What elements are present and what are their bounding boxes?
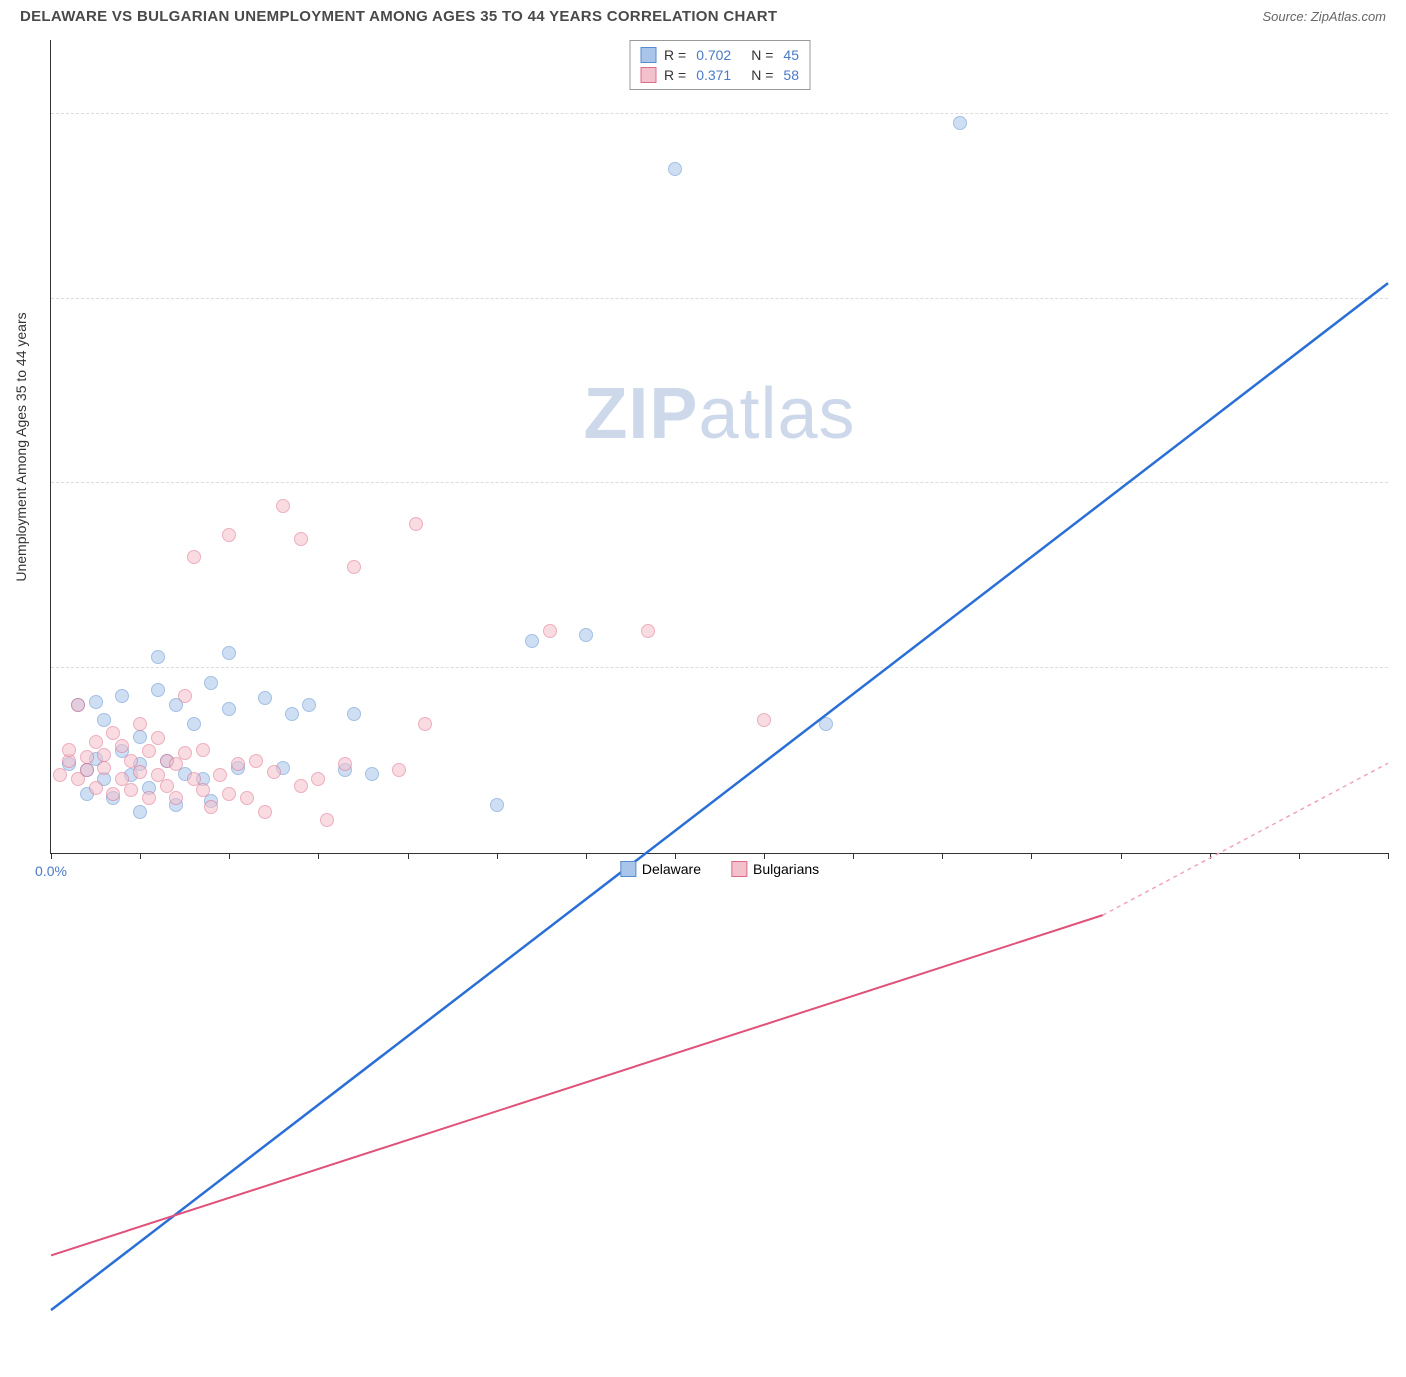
legend-row: R = 0.371 N = 58	[640, 65, 799, 85]
legend-n-value: 58	[783, 67, 799, 83]
legend-swatch	[640, 67, 656, 83]
legend-row: R = 0.702 N = 45	[640, 45, 799, 65]
series-name: Bulgarians	[753, 861, 819, 877]
legend-swatch	[731, 861, 747, 877]
legend-r-value: 0.371	[696, 67, 731, 83]
legend-swatch	[640, 47, 656, 63]
series-name: Delaware	[642, 861, 701, 877]
legend-swatch	[620, 861, 636, 877]
series-legend: Delaware Bulgarians	[620, 859, 819, 879]
chart-area: Unemployment Among Ages 35 to 44 years Z…	[50, 40, 1388, 854]
y-axis-label: Unemployment Among Ages 35 to 44 years	[13, 312, 29, 581]
trend-lines	[51, 40, 1388, 1377]
correlation-legend: R = 0.702 N = 45 R = 0.371 N = 58	[629, 40, 810, 90]
legend-n-label: N =	[751, 47, 773, 63]
x-axis-min-label: 0.0%	[35, 863, 67, 879]
x-tick	[1388, 853, 1389, 859]
legend-r-label: R =	[664, 47, 686, 63]
chart-title: DELAWARE VS BULGARIAN UNEMPLOYMENT AMONG…	[20, 8, 777, 25]
legend-row: Bulgarians	[731, 859, 819, 879]
legend-n-label: N =	[751, 67, 773, 83]
legend-row: Delaware	[620, 859, 701, 879]
legend-n-value: 45	[783, 47, 799, 63]
source-label: Source: ZipAtlas.com	[1262, 9, 1386, 24]
legend-r-label: R =	[664, 67, 686, 83]
legend-r-value: 0.702	[696, 47, 731, 63]
